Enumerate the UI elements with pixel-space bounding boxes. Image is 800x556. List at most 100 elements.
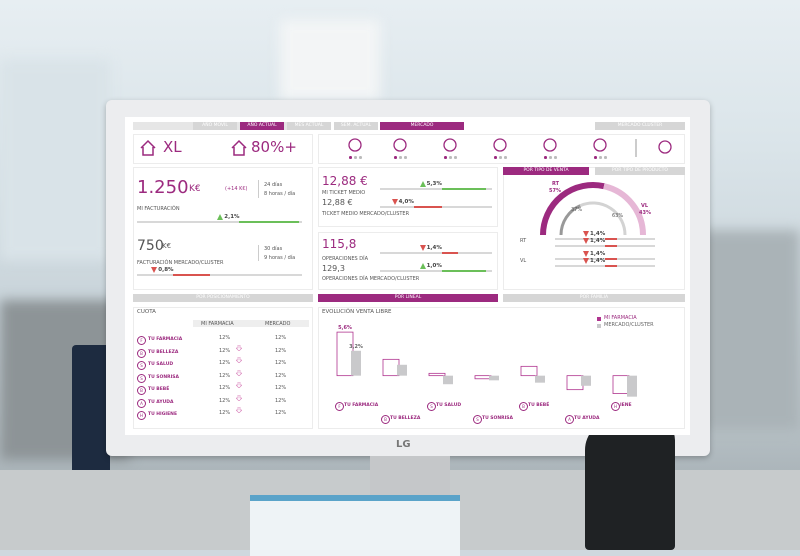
row-arrow bbox=[236, 382, 242, 388]
category-icon: S bbox=[473, 415, 482, 424]
divider bbox=[258, 245, 259, 261]
barcode-scanner bbox=[585, 420, 675, 550]
row-market: 12% bbox=[275, 347, 287, 354]
category-icon bbox=[543, 138, 557, 152]
row-label: TU BEBÉ bbox=[148, 387, 170, 392]
house-icon bbox=[140, 139, 156, 156]
period-tab[interactable]: AÑO MOVIL bbox=[193, 122, 237, 130]
trend-value: 1,4% bbox=[590, 231, 606, 237]
category-icon bbox=[493, 138, 507, 152]
row-mine: 12% bbox=[219, 372, 231, 379]
ticket-label: MI TICKET MEDIO bbox=[322, 190, 366, 196]
dot bbox=[349, 156, 352, 159]
sales-type-tab[interactable]: POR TIPO DE VENTA bbox=[503, 167, 589, 175]
legend-swatch bbox=[597, 317, 601, 321]
category-icon: A bbox=[565, 415, 574, 424]
row-arrow bbox=[236, 344, 242, 351]
gauge-label: 57% bbox=[549, 188, 561, 194]
dot bbox=[494, 156, 497, 159]
category-label: TU SONRISA bbox=[482, 416, 513, 421]
category-label: TU SALUD bbox=[436, 403, 462, 408]
category-icon: B bbox=[381, 415, 390, 424]
row-icon: B bbox=[137, 386, 146, 395]
category-label: TU AYUDA bbox=[574, 416, 600, 421]
trend-arrow bbox=[419, 263, 426, 269]
dot bbox=[604, 156, 607, 159]
gauge-inner-arc bbox=[559, 204, 581, 236]
shelf bbox=[700, 230, 800, 430]
section-tab[interactable]: POR POSICIONAMIENTO bbox=[133, 294, 313, 302]
arrow bbox=[419, 181, 426, 187]
arrow bbox=[151, 267, 158, 273]
trend-arrow bbox=[391, 199, 398, 205]
period-tab[interactable]: SEM. ACTUAL bbox=[334, 122, 378, 130]
category-icon: B bbox=[519, 402, 528, 411]
monitor-stand bbox=[370, 456, 450, 496]
arrow bbox=[419, 245, 426, 251]
row-mine: 12% bbox=[219, 397, 231, 404]
trend-bar bbox=[380, 270, 492, 272]
sales-value: 1.250 bbox=[137, 177, 189, 198]
row-label: VL bbox=[520, 258, 527, 264]
row-icon: A bbox=[137, 398, 146, 408]
icon bbox=[443, 138, 457, 152]
house-icon bbox=[231, 139, 247, 156]
trend-segment bbox=[413, 206, 442, 208]
product-type-tab[interactable]: POR TIPO DE PRODUCTO bbox=[595, 167, 685, 175]
section-tab[interactable]: POR LINEAL bbox=[318, 294, 498, 302]
dot bbox=[544, 156, 547, 159]
category-icon bbox=[393, 138, 407, 152]
operations-cluster-label: OPERACIONES DÍA MERCADO/CLUSTER bbox=[322, 276, 420, 282]
row-arrow bbox=[236, 394, 242, 401]
trend-value: 5,3% bbox=[426, 181, 442, 187]
arrow bbox=[236, 357, 242, 363]
hours: 8 horas / día bbox=[264, 191, 296, 197]
brand: LG bbox=[396, 439, 411, 450]
divider bbox=[258, 180, 259, 198]
period-tab[interactable]: AÑO ACTUAL bbox=[240, 122, 284, 130]
dot bbox=[549, 156, 552, 159]
arrow bbox=[419, 263, 426, 269]
trend-arrow bbox=[151, 267, 158, 273]
ticket-value: 12,88 € bbox=[322, 174, 368, 188]
section-tab[interactable]: POR FAMILIA bbox=[503, 294, 685, 302]
trend-value: 1,4% bbox=[426, 245, 442, 251]
category-label: TU FARMACIA bbox=[344, 403, 379, 408]
dot bbox=[359, 156, 362, 159]
trend-arrow bbox=[583, 258, 589, 264]
gauge-inner-arc bbox=[579, 201, 627, 236]
sales-unit: K€ bbox=[189, 184, 201, 194]
hours: 9 horas / día bbox=[264, 255, 296, 261]
row-icon: S bbox=[137, 361, 146, 370]
arrow bbox=[583, 231, 589, 237]
row-mine: 12% bbox=[219, 410, 231, 416]
column-header: MI FARMACIA bbox=[201, 321, 234, 327]
share-header bbox=[193, 320, 309, 327]
cluster-tab[interactable]: MERCADO CLUSTER bbox=[595, 122, 685, 130]
operations-value: 115,8 bbox=[322, 237, 357, 251]
period-tab[interactable]: MES ACTUAL bbox=[287, 122, 331, 130]
dot bbox=[449, 156, 452, 159]
sales-delta: (+14 K€) bbox=[225, 186, 248, 192]
trend-segment bbox=[441, 188, 487, 190]
category-icon bbox=[658, 140, 672, 154]
row-mine: 12% bbox=[219, 385, 231, 391]
trend-arrow bbox=[419, 245, 426, 251]
gauge-arc bbox=[540, 182, 605, 236]
market-label: FACTURACIÓN MERCADO/CLUSTER bbox=[137, 260, 224, 266]
operations-label: OPERACIONES DÍA bbox=[322, 256, 369, 262]
category-label: IENE bbox=[620, 403, 632, 408]
arrow bbox=[583, 238, 589, 244]
row-market: 12% bbox=[275, 360, 287, 366]
ticket-cluster-value: 12,88 € bbox=[322, 198, 353, 207]
row-label: TU HIGIENE bbox=[148, 412, 178, 417]
icon bbox=[658, 140, 672, 154]
arrow bbox=[583, 258, 589, 264]
trend-value: 1,4% bbox=[590, 258, 606, 264]
trend-value: 0,8% bbox=[158, 267, 174, 273]
row-market: 12% bbox=[275, 410, 287, 416]
trend-bar bbox=[137, 274, 302, 276]
market-tab[interactable]: MERCADO bbox=[380, 122, 464, 130]
sales-box bbox=[133, 167, 313, 290]
